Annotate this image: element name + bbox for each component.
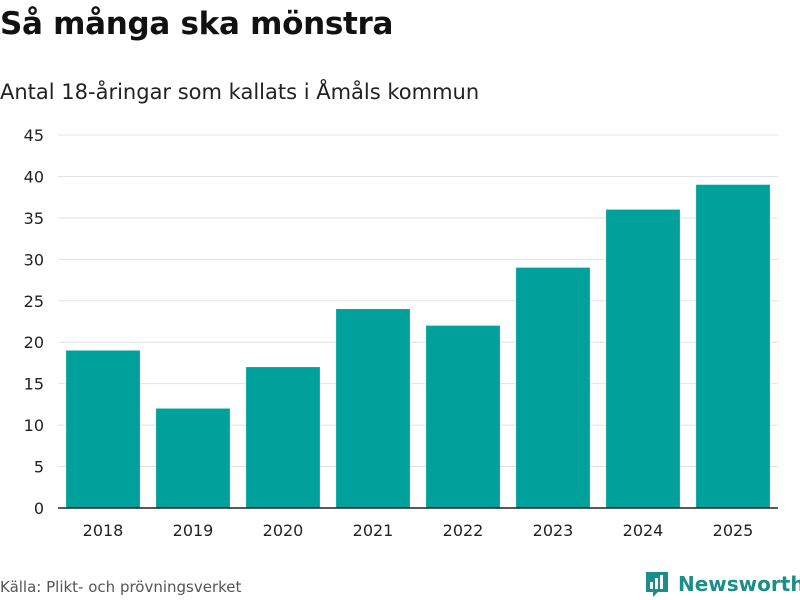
y-tick-label: 0 bbox=[34, 499, 44, 518]
y-tick-label: 5 bbox=[34, 458, 44, 477]
bar-2024 bbox=[606, 209, 680, 508]
x-tick-label: 2020 bbox=[263, 521, 304, 540]
bar-2021 bbox=[336, 309, 410, 508]
bar-2023 bbox=[516, 267, 590, 508]
y-tick-label: 15 bbox=[24, 375, 44, 394]
bar-2019 bbox=[156, 408, 230, 508]
y-tick-label: 20 bbox=[24, 333, 44, 352]
bar-2022 bbox=[426, 325, 500, 508]
x-tick-label: 2024 bbox=[623, 521, 664, 540]
brand-name: Newsworthy bbox=[678, 572, 800, 596]
x-tick-label: 2025 bbox=[713, 521, 754, 540]
y-tick-label: 10 bbox=[24, 416, 44, 435]
y-tick-label: 25 bbox=[24, 292, 44, 311]
x-tick-label: 2018 bbox=[83, 521, 124, 540]
x-axis-ticks: 2018 2019 2020 2021 2022 2023 2024 2025 bbox=[83, 521, 754, 540]
bar-2020 bbox=[246, 367, 320, 508]
x-tick-label: 2021 bbox=[353, 521, 394, 540]
bars bbox=[66, 184, 770, 508]
y-tick-label: 35 bbox=[24, 209, 44, 228]
newsworthy-logo-icon bbox=[646, 572, 668, 597]
chart-title: Så många ska mönstra bbox=[0, 6, 394, 42]
y-tick-label: 45 bbox=[24, 126, 44, 145]
bar-2025 bbox=[696, 184, 770, 508]
x-tick-label: 2022 bbox=[443, 521, 484, 540]
y-axis-ticks: 0 5 10 15 20 25 30 35 40 45 bbox=[24, 126, 44, 518]
brand-logo: Newsworthy bbox=[644, 570, 800, 598]
source-note: Källa: Plikt- och prövningsverket bbox=[0, 578, 242, 596]
x-tick-label: 2019 bbox=[173, 521, 214, 540]
chart-subtitle: Antal 18-åringar som kallats i Åmåls kom… bbox=[0, 80, 480, 104]
x-tick-label: 2023 bbox=[533, 521, 574, 540]
bar-2018 bbox=[66, 350, 140, 508]
y-tick-label: 30 bbox=[24, 250, 44, 269]
y-tick-label: 40 bbox=[24, 167, 44, 186]
